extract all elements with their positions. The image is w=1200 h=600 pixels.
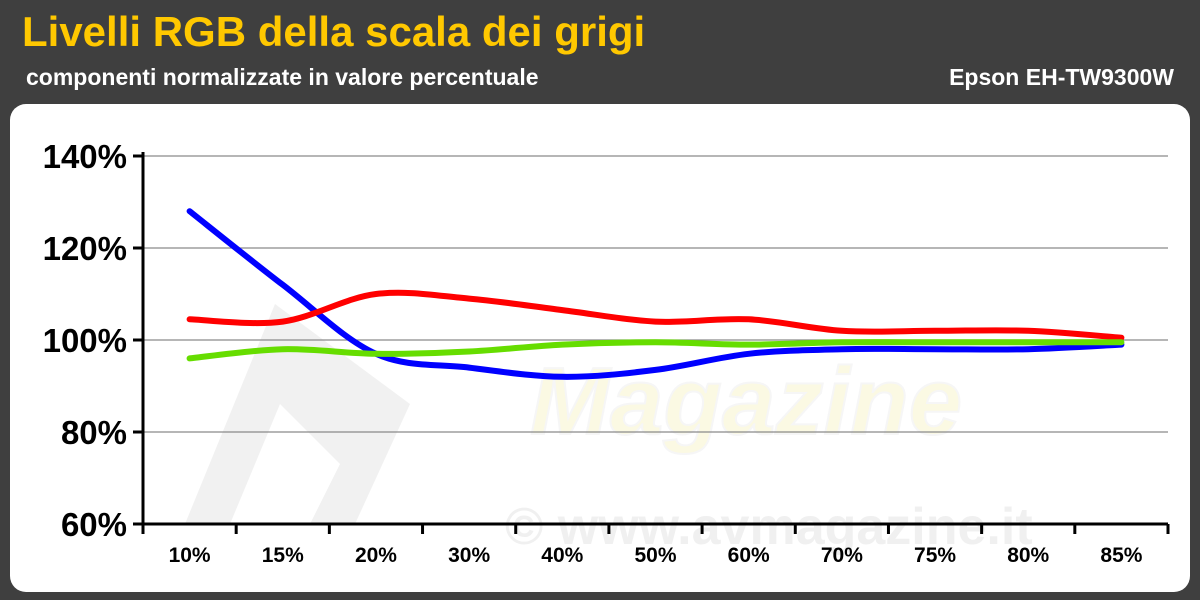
- y-axis-ticks: 60% 80% 100% 120% 140%: [43, 138, 127, 543]
- x-tick-label: 80%: [1007, 544, 1049, 567]
- chart-title: Livelli RGB della scala dei grigi: [22, 8, 646, 55]
- x-tick-label: 50%: [634, 544, 676, 567]
- device-label: Epson EH-TW9300W: [949, 64, 1174, 90]
- x-tick-label: 30%: [448, 544, 490, 567]
- x-axis-ticks: 10% 15% 20% 30% 40% 50% 60% 70% 75% 80% 85%: [169, 544, 1143, 567]
- axes: [133, 152, 1170, 534]
- series-lines: [186, 208, 1125, 380]
- x-tick-label: 70%: [821, 544, 863, 567]
- chart-panel: Magazine © www.avmagazine.it 60% 80% 100% 1…: [10, 104, 1190, 592]
- series-line-2: [186, 289, 1125, 341]
- watermark-logo-icon: [185, 304, 410, 524]
- line-chart: Magazine © www.avmagazine.it 60% 80% 100% 1…: [43, 138, 1170, 567]
- watermark-brand: Magazine: [530, 348, 962, 455]
- x-tick-label: 60%: [728, 544, 770, 567]
- y-tick-label: 80%: [61, 414, 127, 451]
- y-tick-label: 100%: [43, 322, 127, 359]
- watermark: Magazine © www.avmagazine.it: [185, 304, 1033, 556]
- x-tick-label: 15%: [262, 544, 304, 567]
- x-tick-label: 20%: [355, 544, 397, 567]
- header: Livelli RGB della scala dei grigi compon…: [0, 0, 1200, 104]
- chart-subtitle: componenti normalizzate in valore percen…: [26, 64, 539, 90]
- x-tick-label: 10%: [169, 544, 211, 567]
- x-tick-label: 75%: [914, 544, 956, 567]
- y-tick-label: 120%: [43, 230, 127, 267]
- y-tick-label: 140%: [43, 138, 127, 175]
- x-tick-label: 40%: [541, 544, 583, 567]
- x-tick-label: 85%: [1100, 544, 1142, 567]
- y-tick-label: 60%: [61, 506, 127, 543]
- watermark-url: © www.avmagazine.it: [505, 498, 1033, 556]
